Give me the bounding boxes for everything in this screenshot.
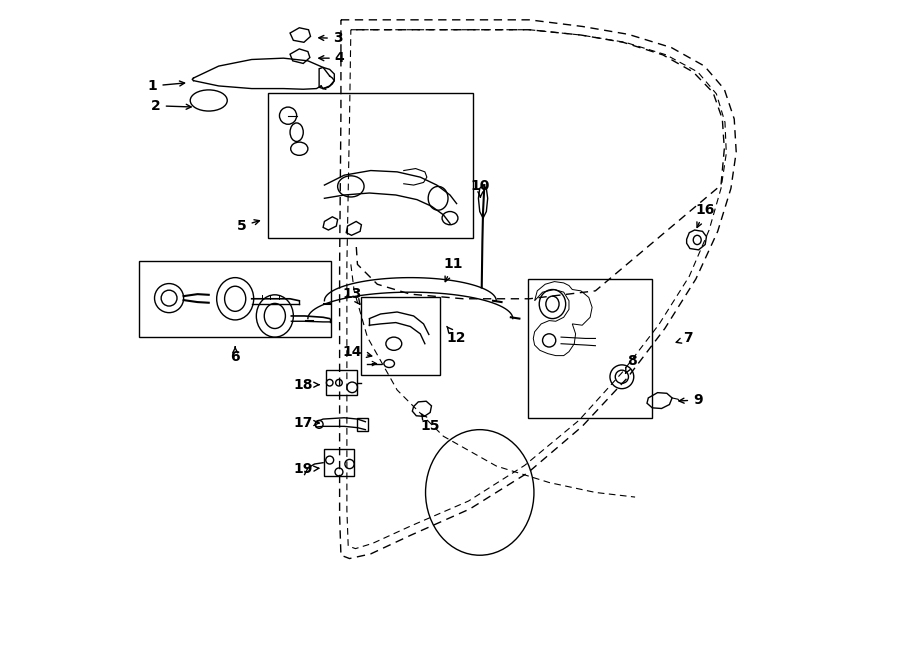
Text: 11: 11 (444, 257, 464, 282)
Bar (528, 279, 652, 418)
Text: 12: 12 (446, 327, 466, 346)
Text: 2: 2 (151, 98, 191, 113)
Bar (361, 297, 440, 375)
Bar (357, 418, 368, 431)
Text: 6: 6 (230, 347, 240, 364)
Text: 4: 4 (319, 51, 345, 65)
Text: 17: 17 (293, 416, 319, 430)
Bar (268, 93, 473, 238)
Text: 14: 14 (342, 344, 372, 359)
Text: 7: 7 (676, 331, 693, 346)
Bar (324, 449, 355, 476)
Text: 1: 1 (148, 79, 184, 93)
Bar (326, 370, 357, 395)
Text: 9: 9 (680, 393, 703, 407)
Text: 15: 15 (420, 414, 440, 434)
Text: 16: 16 (696, 203, 715, 227)
Text: 10: 10 (471, 179, 491, 197)
Text: 13: 13 (343, 287, 362, 304)
Text: 5: 5 (237, 219, 259, 233)
Text: 18: 18 (293, 377, 320, 392)
Text: 19: 19 (293, 462, 319, 477)
Text: 8: 8 (626, 354, 636, 373)
Bar (140, 261, 331, 337)
Text: 3: 3 (319, 31, 342, 46)
